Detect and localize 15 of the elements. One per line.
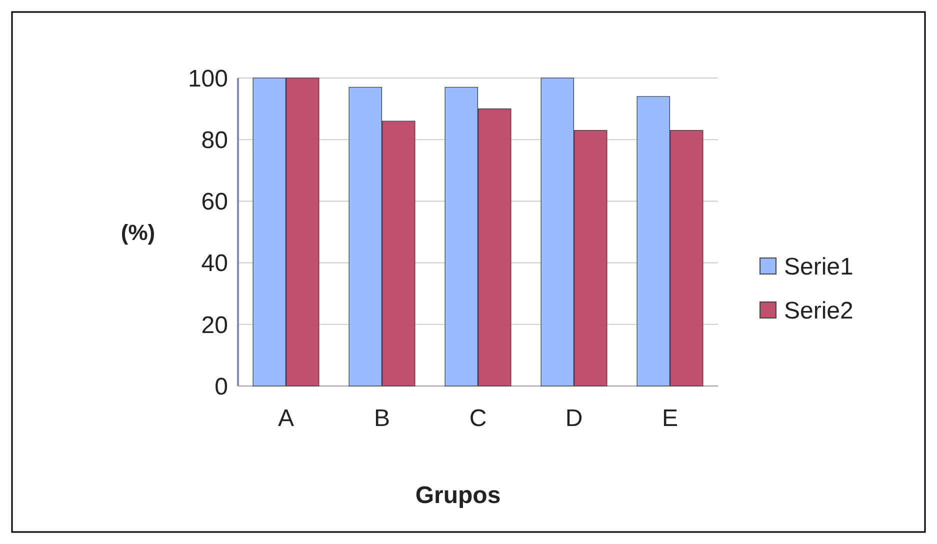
y-tick-label: 20 — [201, 312, 228, 339]
y-tick-label: 60 — [201, 188, 228, 216]
y-axis-title: (%) — [120, 220, 156, 245]
x-tick-label: E — [662, 405, 678, 432]
y-tick-label: 40 — [201, 250, 228, 278]
y-tick-label: 80 — [201, 127, 228, 154]
x-tick-label: A — [278, 405, 294, 432]
x-tick-label: B — [374, 405, 390, 432]
legend-label: Serie2 — [784, 297, 854, 324]
legend-label: Serie1 — [784, 253, 854, 280]
x-axis-title: Grupos — [415, 482, 501, 509]
x-tick-label: C — [469, 405, 487, 432]
y-tick-label: 0 — [214, 373, 228, 400]
y-tick-label: 100 — [188, 65, 228, 92]
x-tick-label: D — [565, 405, 583, 432]
